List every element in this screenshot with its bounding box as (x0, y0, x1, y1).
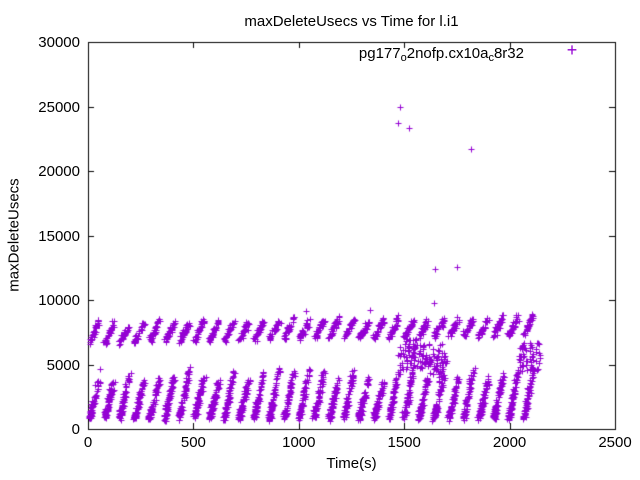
y-tick-label: 5000 (46, 356, 80, 374)
y-tick-label: 10000 (38, 292, 80, 309)
y-tick-label: 30000 (38, 34, 80, 51)
y-tick-label: 20000 (38, 163, 80, 180)
legend-label-part: pg177 (358, 45, 401, 62)
y-tick-label: 15000 (38, 227, 80, 245)
chart-title: maxDeleteUsecs vs Time for l.i1 (244, 13, 459, 30)
legend-label-subscript: c (488, 52, 494, 64)
x-tick-label: 2000 (492, 434, 527, 451)
legend-label-part: 8r32 (493, 45, 524, 62)
y-tick-label: 0 (71, 421, 80, 438)
x-tick-label: 1500 (387, 434, 421, 451)
x-axis-label: Time(s) (326, 455, 377, 472)
x-tick-label: 1000 (282, 434, 316, 451)
legend-label: pg177o2nofp.cx10ac8r32 (358, 45, 524, 64)
legend-label-part: 2nofp.cx10a (406, 45, 489, 62)
y-tick-label: 25000 (38, 98, 80, 116)
x-tick-label: 0 (83, 434, 93, 451)
x-tick-label: 500 (180, 434, 206, 451)
x-tick-label: 2500 (598, 434, 632, 451)
legend-marker-icon: + (566, 40, 578, 60)
legend-label-subscript: o (400, 52, 407, 64)
